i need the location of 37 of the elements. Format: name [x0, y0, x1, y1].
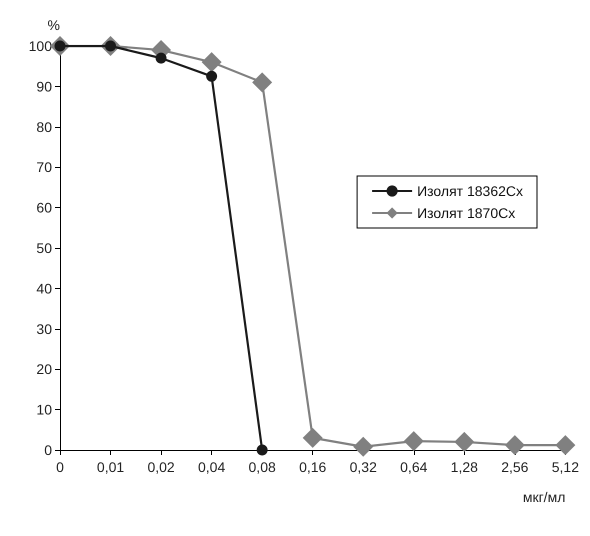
x-tick-label: 0,32	[350, 459, 378, 475]
y-tick-label: 50	[36, 240, 52, 256]
y-tick-label: 90	[36, 78, 52, 94]
x-tick-label: 0,04	[198, 459, 226, 475]
y-tick-label: 20	[36, 361, 52, 378]
y-tick-label: 0	[44, 442, 52, 458]
point	[206, 70, 218, 82]
x-tick-label: 0	[56, 459, 64, 475]
legend-label: Изолят 1870Cx	[417, 205, 516, 221]
point	[302, 428, 323, 448]
y-tick-label: 100	[28, 38, 52, 54]
x-tick-label: 0,64	[400, 459, 428, 475]
x-tick-label: 1,28	[450, 459, 478, 475]
point	[504, 435, 525, 456]
point	[454, 432, 474, 452]
x-axis-title: мкг/мл	[522, 489, 566, 505]
y-tick-label: 30	[36, 320, 52, 337]
x-tick-label: 0,02	[147, 459, 175, 475]
y-tick-label: 70	[36, 159, 52, 176]
point	[256, 444, 268, 456]
point	[156, 52, 167, 64]
x-tick-label: 0,08	[248, 459, 276, 475]
x-tick-label: 2,56	[501, 459, 529, 475]
point	[353, 436, 374, 457]
y-tick-label: 60	[36, 200, 52, 216]
y-tick-label: 80	[36, 118, 52, 135]
point	[555, 435, 576, 456]
point	[252, 72, 272, 92]
x-tick-label: 0,16	[299, 459, 327, 475]
x-tick-label: 0,01	[96, 459, 124, 475]
point	[202, 52, 222, 72]
y-axis-title: %	[48, 17, 60, 33]
x-tick-label: 5,12	[552, 459, 580, 475]
y-tick-label: 40	[36, 280, 52, 296]
legend-label: Изолят 18362Cx	[417, 183, 524, 199]
y-tick-label: 10	[36, 402, 52, 418]
point	[404, 431, 424, 452]
